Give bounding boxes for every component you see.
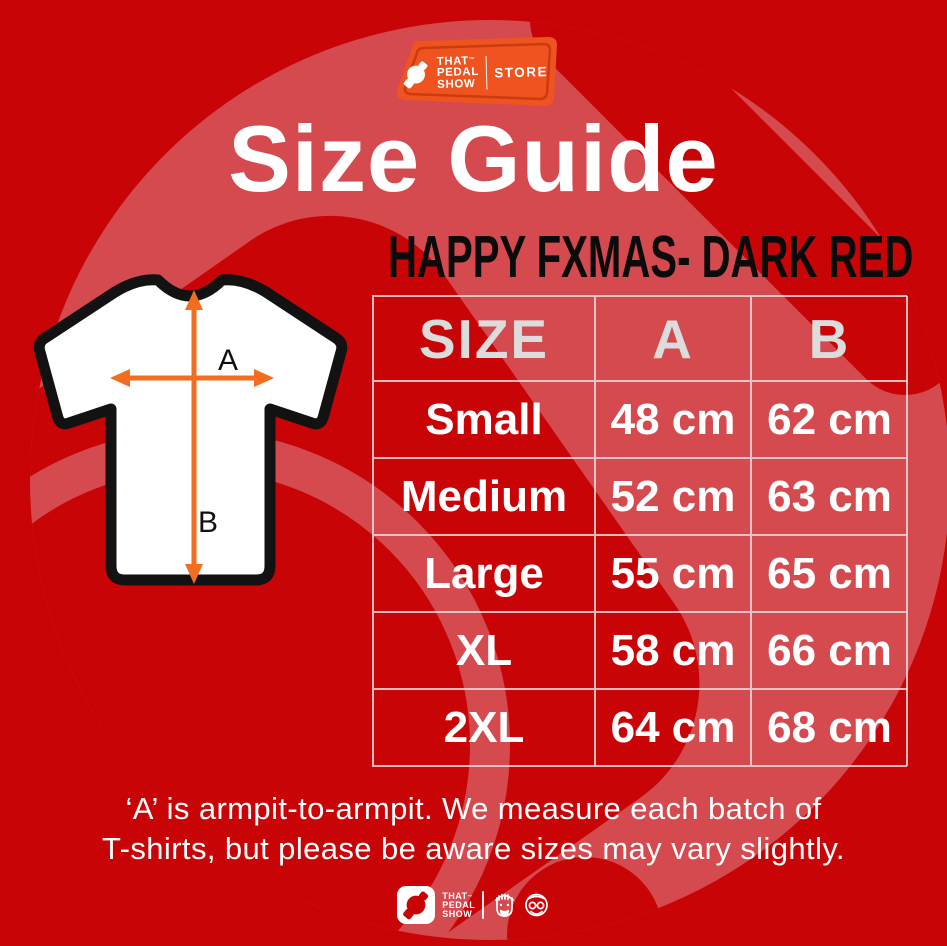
store-divider (485, 55, 488, 90)
brand-badge: THAT™ PEDAL SHOW STORE (388, 36, 562, 112)
row-large-b: 65 cm (751, 535, 908, 612)
badge-shape (396, 37, 557, 106)
row-xl-a: 58 cm (595, 612, 751, 689)
length-arrow-icon (185, 290, 203, 584)
row-xl-b: 66 cm (751, 612, 908, 689)
row-medium-a: 52 cm (595, 458, 751, 535)
product-heading: HAPPY FXMAS- DARK RED (388, 228, 918, 287)
tshirt-measurement-diagram: A B (18, 270, 363, 600)
bottom-brand-lockup: THAT™ PEDAL SHOW (0, 886, 947, 924)
brand-line-that: THAT (442, 890, 468, 901)
brand-name-small: THAT™ PEDAL SHOW (442, 890, 476, 919)
row-small-size: Small (373, 381, 595, 458)
footnote: ‘A’ is armpit-to-armpit. We measure each… (0, 789, 947, 869)
brand-line-show: SHOW (442, 908, 473, 919)
length-label-b: B (198, 506, 219, 539)
row-2xl-b: 68 cm (751, 689, 908, 766)
trademark: ™ (468, 56, 475, 63)
row-2xl-size: 2XL (373, 689, 595, 766)
row-medium-b: 63 cm (751, 458, 908, 535)
row-2xl-a: 64 cm (595, 689, 751, 766)
pedal-icon (403, 891, 429, 920)
row-large-size: Large (373, 535, 595, 612)
width-arrow-icon (110, 369, 274, 387)
pedal-box (397, 886, 436, 924)
row-small-b: 62 cm (751, 381, 908, 458)
footnote-line-1: ‘A’ is armpit-to-armpit. We measure each… (125, 791, 822, 826)
page-title: Size Guide (228, 106, 719, 211)
header-size: SIZE (373, 296, 595, 381)
width-label-a: A (218, 344, 239, 377)
store-label: STORE (494, 63, 549, 80)
host-faces (491, 890, 550, 920)
tshirt-outline (33, 274, 348, 586)
tshirt-icon (33, 274, 348, 586)
header-a: A (595, 296, 751, 381)
row-small-a: 48 cm (595, 381, 751, 458)
header-b: B (751, 296, 908, 381)
row-large-a: 55 cm (595, 535, 751, 612)
trademark: ™ (467, 893, 473, 899)
row-medium-size: Medium (373, 458, 595, 535)
product-heading-text: HAPPY FXMAS- DARK RED (388, 224, 914, 290)
faces-divider (482, 891, 484, 919)
footnote-line-2: T-shirts, but please be aware sizes may … (102, 831, 845, 866)
brand-name: THAT™ PEDAL SHOW (436, 55, 479, 92)
row-xl-size: XL (373, 612, 595, 689)
bearded-host-icon (494, 893, 514, 917)
pedal-icon (403, 61, 428, 89)
glasses-host-icon (524, 893, 548, 917)
size-table: SIZE A B Small 48 cm 62 cm Medium 52 cm … (372, 295, 908, 767)
brand-line-show: SHOW (437, 77, 476, 91)
brand-line-pedal: PEDAL (442, 899, 476, 910)
